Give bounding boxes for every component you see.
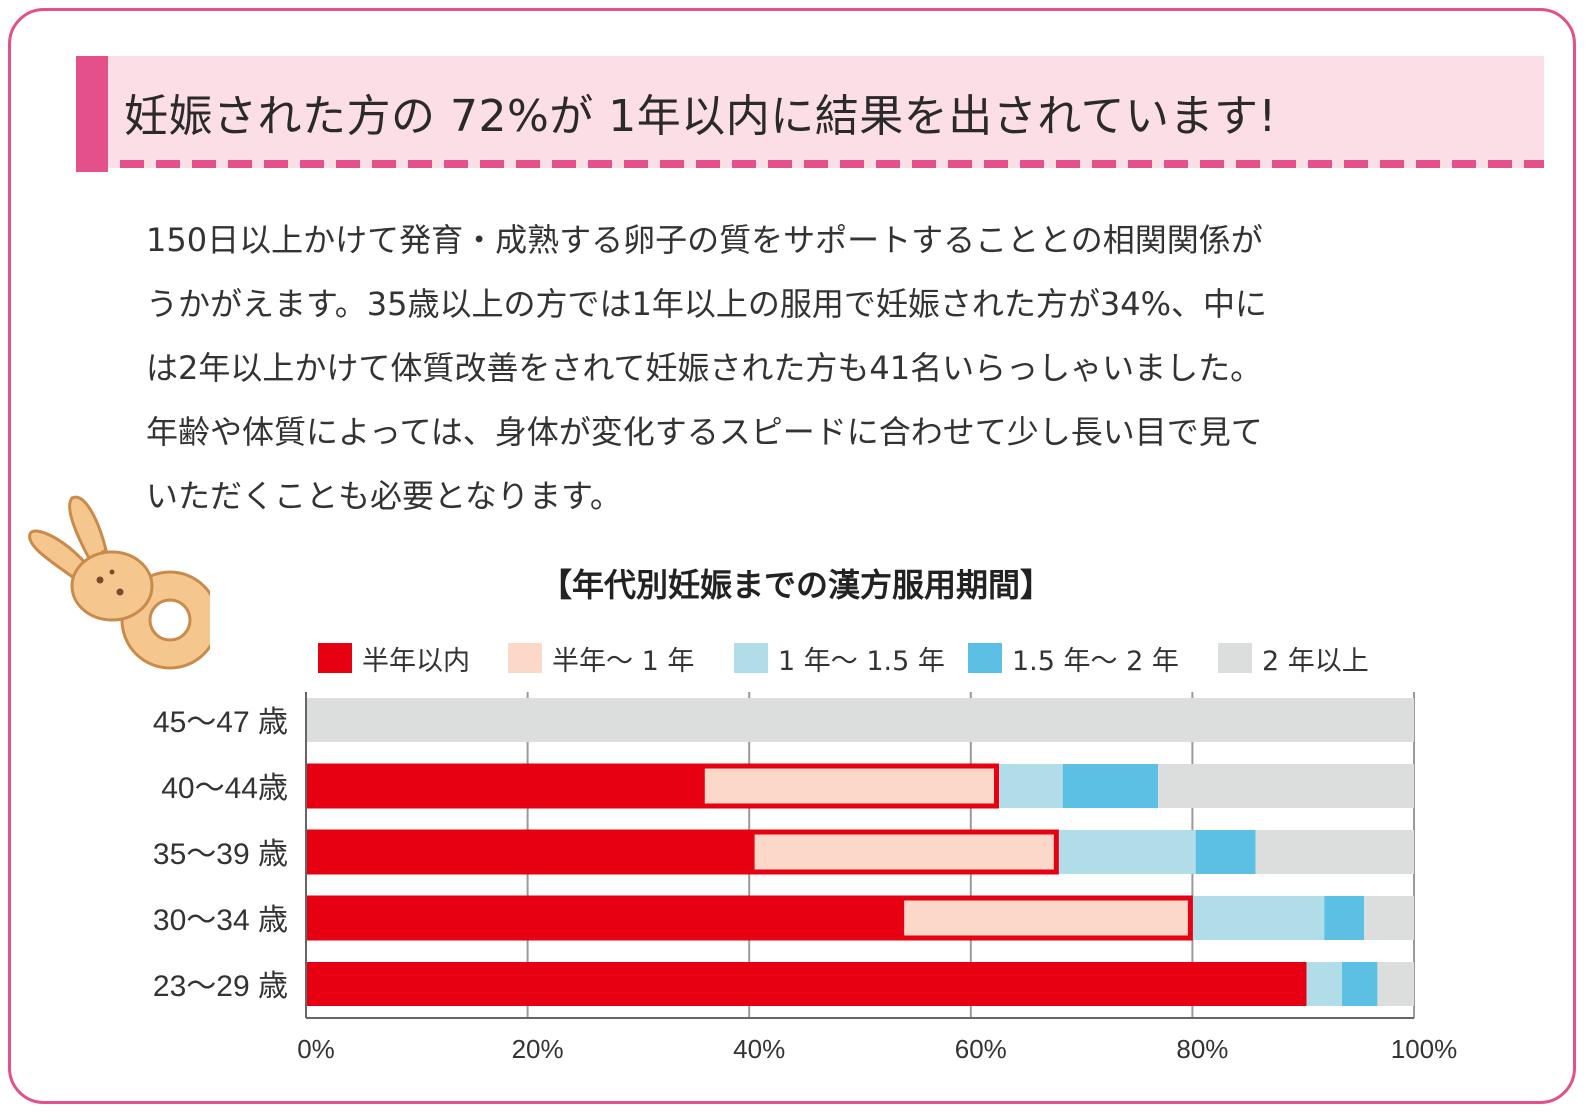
within-one-year-outline [305, 763, 999, 809]
bar-segment [1255, 830, 1414, 874]
bar-segment [1341, 962, 1378, 1006]
bar-segment [1192, 896, 1325, 940]
x-tick-label: 60% [955, 1034, 1007, 1064]
bar-segment [998, 764, 1063, 808]
legend-swatch [318, 643, 352, 673]
y-category-label: 40〜44歳 [161, 772, 288, 805]
bar-segment [1062, 764, 1159, 808]
legend-swatch [1218, 643, 1252, 673]
body-line: うかがえます。35歳以上の方では1年以上の服用で妊娠された方が34%、中に [146, 285, 1268, 323]
bar-segment [1058, 830, 1196, 874]
legend-item: 1.5 年〜 2 年 [968, 638, 1179, 678]
legend-item: 半年〜 1 年 [508, 638, 694, 678]
body-line: 150日以上かけて発育・成熟する卵子の質をサポートすることとの相関関係が [146, 221, 1263, 259]
headline-title: 妊娠された方の 72%が 1年以内に結果を出されています! [124, 91, 1277, 142]
x-tick-label: 0% [297, 1034, 335, 1064]
within-one-year-outline [305, 829, 1059, 875]
headline-accent-bar [76, 56, 108, 172]
x-tick-label: 40% [733, 1034, 785, 1064]
bar-segment [306, 896, 905, 940]
x-tick-label: 100% [1391, 1034, 1458, 1064]
legend-item: 1 年〜 1.5 年 [734, 638, 945, 678]
legend-label: 半年以内 [362, 645, 470, 677]
legend-label: 1 年〜 1.5 年 [778, 645, 945, 677]
legend-swatch [508, 643, 542, 673]
bar-segment [306, 962, 1307, 1006]
body-line: は2年以上かけて体質改善をされて妊娠された方も41名いらっしゃいました。 [146, 349, 1263, 387]
headline-banner: 妊娠された方の 72%が 1年以内に結果を出されています! [76, 56, 1544, 172]
legend-swatch [734, 643, 768, 673]
rabbit-mascot-icon [28, 495, 210, 670]
y-category-label: 30〜34 歳 [153, 904, 288, 937]
bar-segment [1195, 830, 1256, 874]
headline-dashed-underline [120, 160, 1544, 168]
bar-segment [1377, 962, 1414, 1006]
bar-segment [1306, 962, 1342, 1006]
bar-segment [1158, 764, 1414, 808]
legend-label: 1.5 年〜 2 年 [1012, 645, 1179, 677]
x-tick-label: 20% [512, 1034, 564, 1064]
bar-segment [1324, 896, 1365, 940]
legend-label: 2 年以上 [1262, 645, 1369, 677]
body-paragraph: 150日以上かけて発育・成熟する卵子の質をサポートすることとの相関関係が うかが… [146, 208, 1476, 528]
legend-item: 2 年以上 [1218, 638, 1369, 678]
bar-segment [306, 698, 1414, 742]
legend-item: 半年以内 [318, 638, 470, 678]
body-line: 年齢や体質によっては、身体が変化するスピードに合わせて少し長い目で見て [146, 413, 1263, 451]
bar-segment [306, 830, 755, 874]
bar-segment [904, 896, 1193, 940]
body-line: いただくことも必要となります。 [146, 477, 622, 515]
x-tick-label: 80% [1176, 1034, 1228, 1064]
legend-label: 半年〜 1 年 [552, 645, 695, 677]
y-category-label: 45〜47 歳 [153, 706, 288, 739]
legend-swatch [968, 643, 1002, 673]
y-category-label: 35〜39 歳 [153, 838, 288, 871]
bar-segment [754, 830, 1059, 874]
chart-title: 【年代別妊娠までの漢方服用期間】 [539, 566, 1052, 604]
bar-segment [704, 764, 999, 808]
chart-legend: 半年以内 半年〜 1 年 1 年〜 1.5 年 1.5 年〜 2 年 2 年以上 [318, 638, 1418, 678]
bar-segment [1364, 896, 1414, 940]
y-category-label: 23〜29 歳 [153, 970, 288, 1003]
bar-segment [306, 764, 705, 808]
within-one-year-outline [305, 895, 1193, 941]
